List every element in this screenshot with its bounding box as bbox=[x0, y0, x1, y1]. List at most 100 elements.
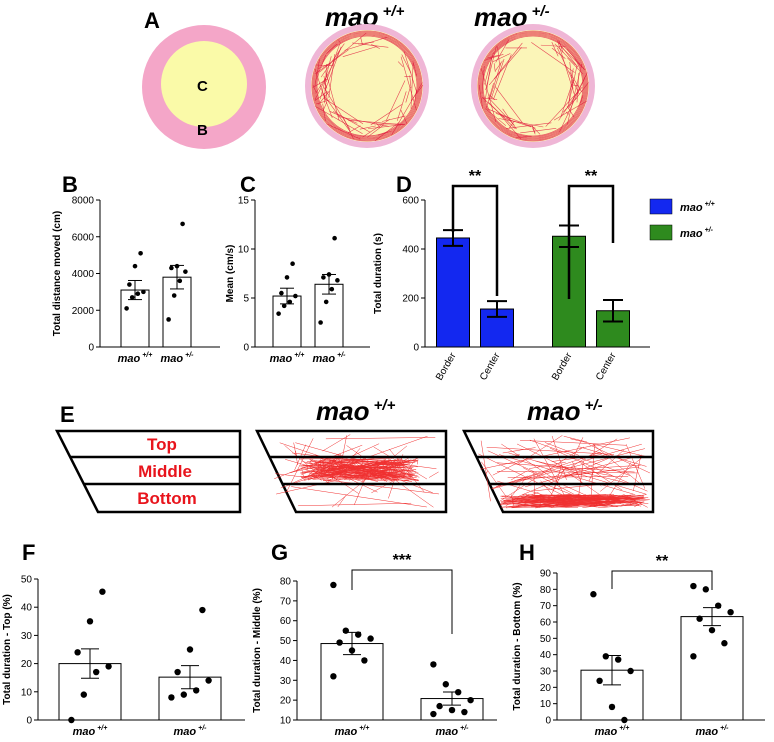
y-tick-label: 200 bbox=[402, 294, 419, 305]
tank-trace-segment bbox=[530, 505, 579, 508]
trace-segment bbox=[557, 40, 575, 94]
panel-label-h: H bbox=[519, 540, 535, 565]
data-point bbox=[627, 667, 634, 675]
tank-trace-segment bbox=[321, 470, 402, 479]
trace-segment bbox=[360, 37, 363, 45]
trace-segment bbox=[481, 97, 506, 119]
tank-trace-segment bbox=[366, 475, 413, 482]
y-tick-label: 0 bbox=[413, 343, 419, 354]
trace-segment bbox=[505, 122, 552, 129]
tank-trace-segment bbox=[298, 502, 412, 507]
tank-trace-segment bbox=[625, 444, 646, 489]
y-axis-label: Total duration (s) bbox=[373, 233, 384, 314]
data-point bbox=[174, 668, 181, 676]
trace-segment bbox=[323, 87, 351, 130]
trace-segment bbox=[491, 58, 505, 99]
trace-segment bbox=[362, 119, 390, 138]
tank-trace-segment bbox=[563, 435, 588, 443]
trace-ring bbox=[316, 35, 418, 137]
tank-trace-segment bbox=[284, 445, 330, 484]
tank-trace-segment bbox=[285, 459, 364, 482]
arena-traces-wt bbox=[311, 30, 424, 142]
tank-trace-segment bbox=[359, 478, 389, 482]
trace-segment bbox=[397, 61, 404, 68]
tank-trace-segment bbox=[310, 466, 397, 474]
arena-diagram: C B bbox=[142, 25, 266, 149]
bar bbox=[596, 310, 630, 348]
trace-segment bbox=[485, 45, 497, 91]
significance-marker: ** bbox=[469, 168, 482, 185]
data-point bbox=[696, 615, 703, 622]
trace-segment bbox=[322, 101, 328, 111]
tank-trace-segment bbox=[510, 470, 527, 481]
trace-segment bbox=[494, 85, 523, 123]
tank-trace-segment bbox=[562, 500, 624, 505]
data-point bbox=[336, 639, 343, 646]
tank-track-het: mao +/- bbox=[462, 396, 655, 514]
y-tick-label: 30 bbox=[280, 676, 292, 687]
category-label: Center bbox=[478, 350, 503, 382]
significance-marker: ** bbox=[656, 553, 669, 570]
y-tick-label: 0 bbox=[88, 343, 94, 354]
trace-segment bbox=[492, 53, 511, 63]
tank-trace-segment bbox=[312, 468, 359, 477]
trace-segment bbox=[329, 111, 358, 124]
category-label: mao +/+ bbox=[335, 725, 370, 738]
bar bbox=[320, 643, 384, 721]
arena-center-zone bbox=[161, 41, 247, 127]
data-point bbox=[602, 653, 609, 660]
y-tick-label: 15 bbox=[238, 196, 250, 207]
y-tick-label: 8000 bbox=[72, 196, 95, 207]
tank-trace-segment bbox=[529, 500, 618, 504]
tank-trace-segment bbox=[326, 468, 379, 482]
tank-trace-segment bbox=[274, 444, 363, 479]
arena-border-label: B bbox=[197, 122, 208, 139]
data-point bbox=[330, 673, 337, 680]
y-tick-label: 600 bbox=[402, 196, 419, 207]
tank-trace-segment bbox=[306, 466, 309, 471]
arena-traces-het bbox=[477, 30, 589, 142]
zone-bottom-label: Bottom bbox=[137, 489, 196, 508]
data-point bbox=[721, 640, 728, 647]
data-point bbox=[168, 694, 175, 701]
category-label: mao +/- bbox=[696, 725, 730, 738]
tank-trace-segment bbox=[378, 472, 419, 477]
legend-label-wt: mao +/+ bbox=[680, 201, 715, 214]
arena-track-wt: mao +/+ bbox=[305, 2, 429, 148]
data-point bbox=[68, 716, 75, 724]
tank-trace-segment bbox=[563, 466, 639, 477]
tank-trace-segment bbox=[508, 452, 647, 495]
y-tick-label: 90 bbox=[540, 569, 552, 580]
category-label: Border bbox=[550, 350, 575, 382]
y-tick-label: 10 bbox=[540, 699, 552, 710]
y-tick-label: 4000 bbox=[72, 269, 95, 280]
tank-trace-segment bbox=[620, 501, 644, 507]
panel-label-e: E bbox=[60, 402, 75, 427]
tank-trace-segment bbox=[339, 466, 419, 481]
bar bbox=[272, 295, 302, 348]
trace-segment bbox=[381, 115, 406, 122]
tank-trace-segment bbox=[398, 467, 405, 478]
y-tick-label: 10 bbox=[280, 716, 292, 727]
category-label: mao +/- bbox=[313, 352, 347, 365]
data-point bbox=[335, 278, 340, 283]
tank-trace-segment bbox=[318, 459, 372, 461]
trace-segment bbox=[314, 48, 341, 101]
trace-segment bbox=[324, 97, 364, 125]
category-label: mao +/+ bbox=[595, 725, 630, 738]
y-tick-label: 80 bbox=[540, 585, 552, 596]
trace-ring bbox=[312, 31, 422, 141]
trace-segment bbox=[508, 120, 515, 129]
trace-segment bbox=[495, 60, 503, 71]
tank-trace-segment bbox=[634, 502, 643, 508]
trace-segment bbox=[558, 42, 579, 68]
data-point bbox=[367, 635, 374, 642]
tank-trace-segment bbox=[515, 472, 589, 481]
tank-trace-segment bbox=[428, 471, 439, 478]
trace-segment bbox=[569, 62, 574, 90]
data-point bbox=[281, 303, 287, 309]
bar bbox=[436, 237, 470, 348]
tank-trace-segment bbox=[499, 443, 642, 486]
tank-trace-segment bbox=[607, 494, 610, 503]
tank-trace-segment bbox=[534, 500, 582, 506]
